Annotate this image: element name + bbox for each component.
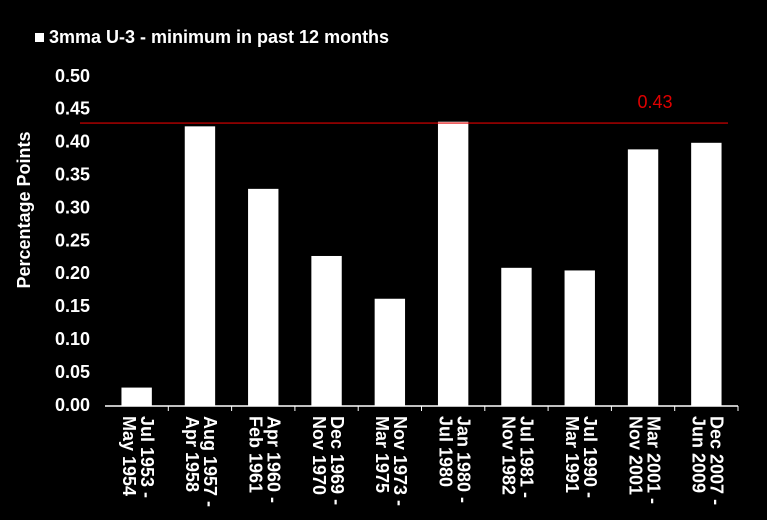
x-tick-label: Nov 1973 - (390, 416, 410, 506)
x-tick-label: Mar 1991 (562, 416, 582, 493)
x-tick-label: Nov 1982 (499, 416, 519, 495)
x-tick-label: Jan 1980 - (453, 416, 473, 503)
y-tick-label: 0.10 (55, 329, 90, 349)
x-tick-label: Apr 1958 (182, 416, 202, 492)
y-tick-label: 0.50 (55, 66, 90, 86)
bar (184, 126, 216, 406)
x-tick-label: Jul 1981 - (517, 416, 537, 498)
bar (564, 270, 595, 406)
y-axis-title: Percentage Points (14, 131, 34, 288)
x-tick-label: May 1954 (119, 416, 139, 496)
bar (627, 149, 659, 406)
x-tick-label: Mar 2001 - (643, 416, 663, 504)
x-tick-label: Dec 1969 - (327, 416, 347, 505)
x-tick-label: Feb 1961 (246, 416, 266, 493)
bar (437, 121, 469, 406)
y-tick-label: 0.20 (55, 263, 90, 283)
x-tick-label: Apr 1960 - (264, 416, 284, 503)
bar (121, 387, 152, 406)
y-tick-label: 0.30 (55, 197, 90, 217)
legend-swatch (35, 33, 44, 42)
y-tick-label: 0.35 (55, 164, 90, 184)
x-tick-label: Aug 1957 - (200, 416, 220, 507)
y-tick-label: 0.15 (55, 296, 90, 316)
y-tick-label: 0.40 (55, 132, 90, 152)
x-tick-label: Jul 1980 (435, 416, 455, 487)
y-tick-label: 0.00 (55, 395, 90, 415)
bar (374, 298, 406, 406)
y-tick-label: 0.25 (55, 230, 90, 250)
x-tick-label: Jul 1990 - (580, 416, 600, 498)
x-tick-label: Nov 1970 (309, 416, 329, 495)
bar (248, 188, 279, 406)
bar (501, 267, 532, 406)
y-tick-label: 0.45 (55, 99, 90, 119)
x-tick-label: Dec 2007 - (707, 416, 727, 505)
legend-label: 3mma U-3 - minimum in past 12 months (49, 27, 389, 47)
bar (311, 255, 342, 406)
y-tick-label: 0.05 (55, 362, 90, 382)
x-tick-label: Jun 2009 (689, 416, 709, 493)
x-tick-label: Mar 1975 (372, 416, 392, 493)
x-tick-label: Jul 1953 - (137, 416, 157, 498)
reference-label: 0.43 (637, 92, 672, 112)
x-tick-label: Nov 2001 (625, 416, 645, 495)
bar (691, 142, 722, 407)
